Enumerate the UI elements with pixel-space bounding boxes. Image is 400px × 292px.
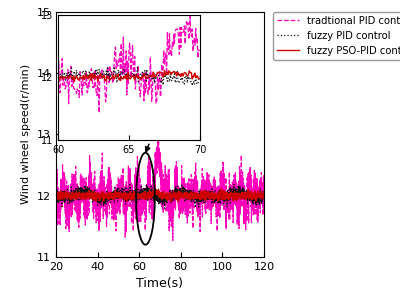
fuzzy PSO-PID control bbox=[225, 195, 230, 199]
tradtional PID control bbox=[72, 181, 77, 185]
tradtional PID control bbox=[65, 186, 70, 189]
Y-axis label: Wind wheel speed(r/min): Wind wheel speed(r/min) bbox=[22, 64, 32, 204]
fuzzy PSO-PID control bbox=[218, 187, 223, 190]
fuzzy PSO-PID control bbox=[58, 197, 63, 201]
fuzzy PID control bbox=[65, 188, 70, 191]
fuzzy PID control bbox=[131, 196, 136, 199]
fuzzy PSO-PID control bbox=[168, 200, 173, 204]
fuzzy PID control bbox=[54, 193, 58, 197]
tradtional PID control bbox=[156, 135, 161, 138]
X-axis label: Time(s): Time(s) bbox=[136, 277, 184, 290]
fuzzy PSO-PID control bbox=[72, 196, 77, 200]
fuzzy PID control bbox=[162, 206, 167, 210]
Line: fuzzy PID control: fuzzy PID control bbox=[56, 184, 264, 208]
fuzzy PID control bbox=[72, 193, 77, 197]
tradtional PID control bbox=[262, 204, 266, 208]
fuzzy PSO-PID control bbox=[179, 194, 184, 197]
tradtional PID control bbox=[179, 185, 184, 189]
Line: tradtional PID control: tradtional PID control bbox=[56, 136, 264, 240]
tradtional PID control bbox=[170, 239, 175, 242]
tradtional PID control bbox=[131, 229, 136, 233]
fuzzy PSO-PID control bbox=[131, 196, 136, 199]
tradtional PID control bbox=[58, 209, 63, 213]
fuzzy PID control bbox=[180, 182, 184, 186]
fuzzy PID control bbox=[58, 199, 63, 202]
fuzzy PSO-PID control bbox=[54, 191, 58, 194]
fuzzy PID control bbox=[262, 197, 266, 201]
fuzzy PSO-PID control bbox=[65, 191, 70, 194]
fuzzy PID control bbox=[179, 193, 184, 197]
Line: fuzzy PSO-PID control: fuzzy PSO-PID control bbox=[56, 189, 264, 202]
tradtional PID control bbox=[54, 207, 58, 211]
tradtional PID control bbox=[225, 201, 230, 205]
fuzzy PSO-PID control bbox=[262, 194, 266, 197]
Legend: tradtional PID control, fuzzy PID control, fuzzy PSO-PID control: tradtional PID control, fuzzy PID contro… bbox=[273, 12, 400, 60]
fuzzy PID control bbox=[225, 189, 230, 192]
